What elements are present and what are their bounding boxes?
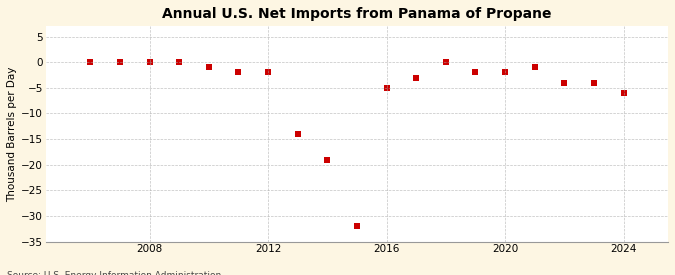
Text: Source: U.S. Energy Information Administration: Source: U.S. Energy Information Administ… [7, 271, 221, 275]
Y-axis label: Thousand Barrels per Day: Thousand Barrels per Day [7, 66, 17, 202]
Title: Annual U.S. Net Imports from Panama of Propane: Annual U.S. Net Imports from Panama of P… [162, 7, 551, 21]
